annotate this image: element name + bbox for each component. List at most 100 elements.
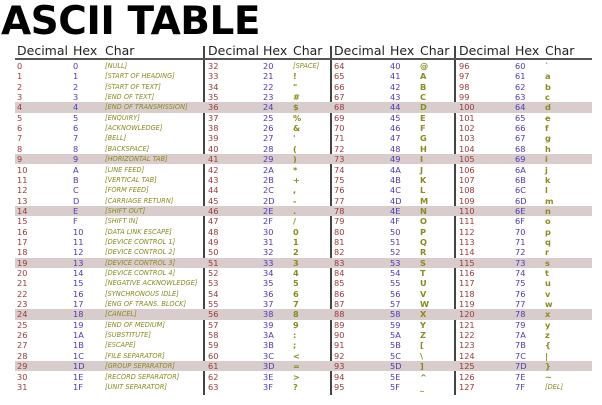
char-cell: % [293,112,302,123]
header-decimal: Decimal [334,43,385,58]
char-cell: Z [420,330,426,341]
char-cell: X [420,309,427,320]
hex-cell: 2E [263,205,274,216]
char-cell: f [545,123,549,134]
decimal-cell: 125 [459,361,475,372]
decimal-cell: 48 [208,226,219,237]
decimal-cell: 78 [334,205,345,216]
char-cell: [START OF HEADING] [105,72,175,81]
char-cell: 1 [293,236,299,247]
table-row: 6 6 [ACKNOWLEDGE] 38 26 & 70 46 F 102 66 f [15,123,592,133]
char-cell: d [545,102,551,113]
char-cell: " [293,81,298,92]
hex-cell: 52 [390,247,401,258]
char-cell: k [545,174,551,185]
decimal-cell: 102 [459,123,475,134]
char-cell: . [293,205,297,216]
column-separator [203,46,205,395]
decimal-cell: 118 [459,288,475,299]
decimal-cell: 75 [334,174,345,185]
char-cell: [ACKNOWLEDGE] [105,124,163,133]
table-row: 26 1A [SUBSTITUTE] 58 3A: 90 5A Z 122 7A z [15,330,592,340]
hex-cell: E [73,205,79,216]
decimal-cell: 41 [208,154,219,165]
char-cell: [BACKSPACE] [105,144,150,153]
hex-cell: 11 [73,236,84,247]
char-cell: ` [545,61,550,71]
hex-cell: 3C [263,350,274,361]
hex-cell: 3B [263,340,274,351]
char-cell: e [545,112,551,123]
hex-cell: 60 [515,61,526,71]
header-char: Char [105,43,135,58]
decimal-cell: 79 [334,216,345,227]
char-cell: [SUBSTITUTE] [105,331,151,340]
char-cell: U [420,278,427,289]
char-cell: u [545,278,551,289]
decimal-cell: 106 [459,164,475,175]
decimal-cell: 24 [17,309,28,320]
char-cell: Q [420,236,427,247]
hex-cell: 50 [390,226,401,237]
decimal-cell: 110 [459,205,475,216]
table-row: 2 2 [START OF TEXT] 34 22 " 66 42 B 98 62 b [15,82,592,92]
decimal-cell: 9 [17,154,23,165]
hex-cell: 3E [263,371,274,382]
char-cell: [FORM FEED] [105,186,149,195]
hex-cell: 27 [263,133,274,144]
char-cell: b [545,81,551,92]
char-cell: & [293,123,301,134]
char-cell: D [420,102,427,113]
char-cell: [END OF TRANSMISSION] [105,103,188,112]
table-row: 11 B [VERTICAL TAB] 43 2B +75 4B K 107 6B k [15,175,592,185]
decimal-cell: 57 [208,319,219,330]
hex-cell: 54 [390,268,401,278]
decimal-cell: 97 [459,71,470,82]
decimal-cell: 16 [17,226,28,237]
decimal-cell: 68 [334,102,345,113]
decimal-cell: 30 [17,371,28,382]
char-cell: @ [420,61,429,71]
table-row: 13 D [CARRIAGE RETURN] 45 2D - 77 4D M 109 6D m [15,196,592,206]
hex-cell: 33 [263,257,274,268]
hex-cell: 62 [515,81,526,92]
table-row: 28 1C [FILE SEPARATOR] 60 3C <92 5C \ 124 7C | [15,351,592,361]
header-char: Char [293,43,323,58]
decimal-cell: 67 [334,92,345,103]
char-cell: j [545,164,548,175]
char-cell: 4 [293,268,299,278]
decimal-cell: 127 [459,381,475,392]
hex-cell: 32 [263,247,274,258]
hex-cell: 70 [515,226,526,237]
decimal-cell: 101 [459,112,475,123]
char-cell: A [420,71,427,82]
decimal-cell: 56 [208,309,219,320]
hex-cell: 36 [263,288,274,299]
decimal-cell: 39 [208,133,219,144]
decimal-cell: 49 [208,236,219,247]
char-cell: P [420,226,427,237]
column-separator [330,46,332,395]
decimal-cell: 59 [208,340,219,351]
hex-cell: 46 [390,123,401,134]
decimal-cell: 89 [334,319,345,330]
decimal-cell: 4 [17,102,23,113]
hex-cell: 15 [73,278,84,289]
hex-cell: 1B [73,340,84,351]
char-cell: [ENQUIRY] [105,113,140,122]
table-row: 19 13 [DEVICE CONTROL 3] 51 33 3 83 53 S 115 73 s [15,257,592,268]
decimal-cell: 99 [459,92,470,103]
decimal-cell: 82 [334,247,345,258]
decimal-cell: 90 [334,330,345,341]
char-cell: < [293,350,300,361]
char-cell: } [545,361,551,372]
decimal-cell: 34 [208,81,219,92]
hex-cell: 59 [390,319,401,330]
hex-cell: 5D [390,361,402,372]
decimal-cell: 28 [17,350,28,361]
hex-cell: 44 [390,102,401,113]
hex-cell: 2D [263,195,275,206]
hex-cell: 1E [73,371,84,382]
decimal-cell: 114 [459,247,475,258]
hex-cell: 25 [263,112,274,123]
